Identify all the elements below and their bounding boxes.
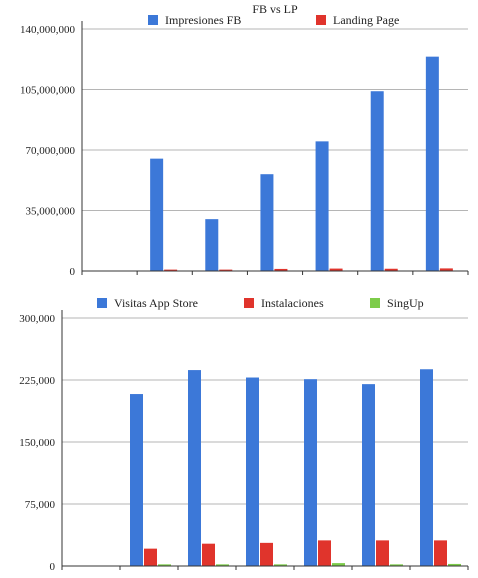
bar (202, 543, 215, 566)
axes (61, 310, 469, 570)
app-store-chart: Visitas App Store Instalaciones SingUp 0 75… (0, 286, 478, 578)
bar (329, 268, 343, 271)
bar (384, 268, 398, 271)
legend-swatch (97, 298, 107, 308)
y-tick-label: 75,000 (25, 499, 56, 511)
y-tick-label: 140,000,000 (20, 24, 76, 36)
bar (274, 268, 288, 271)
bar (376, 540, 389, 566)
app-store-chart-svg: Visitas App Store Instalaciones SingUp 0 75… (19, 296, 469, 573)
axes (81, 21, 469, 275)
legend-swatch (316, 15, 326, 25)
legend-swatch (148, 15, 158, 25)
legend-label: Visitas App Store (114, 296, 198, 310)
bar (164, 269, 178, 271)
bar (425, 56, 439, 272)
y-tick-label: 35,000,000 (26, 206, 76, 218)
bar (158, 564, 171, 566)
chart-legend: Visitas App Store Instalaciones SingUp (97, 296, 424, 310)
bar (434, 540, 447, 566)
bar (362, 384, 375, 566)
bars (130, 369, 461, 566)
bar (439, 268, 453, 271)
y-axis-ticks: 0 75,000 150,000 225,000 300,000 (19, 313, 55, 573)
legend-swatch (370, 298, 380, 308)
bars (150, 56, 453, 272)
bar (216, 564, 229, 566)
y-tick-label: 225,000 (19, 375, 55, 387)
bar (315, 141, 329, 271)
y-tick-label: 150,000 (19, 437, 55, 449)
y-tick-label: 105,000,000 (20, 85, 76, 97)
y-tick-label: 0 (70, 266, 76, 278)
bar (318, 540, 331, 566)
fb-vs-lp-chart-svg: FB vs LP Impresiones FB Landing Page 0 35,… (20, 2, 469, 278)
y-tick-label: 0 (50, 561, 56, 573)
bar (219, 269, 233, 271)
bar (144, 548, 157, 566)
fb-vs-lp-chart: FB vs LP Impresiones FB Landing Page 0 35,… (20, 2, 469, 278)
chart-legend: Impresiones FB Landing Page (148, 13, 399, 27)
grid-lines (62, 317, 468, 505)
bar (304, 379, 317, 566)
legend-label: Instalaciones (261, 296, 324, 310)
bar (420, 369, 433, 566)
y-axis-ticks: 0 35,000,000 70,000,000 105,000,000 140,000,… (20, 24, 76, 278)
bar (448, 563, 461, 566)
bar (390, 564, 403, 566)
bar (188, 370, 201, 566)
bar (150, 158, 164, 271)
y-tick-label: 300,000 (19, 313, 55, 325)
y-tick-label: 70,000,000 (26, 145, 76, 157)
legend-label: SingUp (387, 296, 424, 310)
legend-label: Impresiones FB (165, 13, 241, 27)
chart-title: FB vs LP (252, 2, 298, 16)
bar (205, 219, 219, 271)
legend-swatch (244, 298, 254, 308)
bar (260, 174, 274, 271)
bar (246, 377, 259, 566)
bar (260, 542, 273, 566)
bar (370, 91, 384, 271)
bar (130, 394, 143, 566)
grid-lines (82, 28, 468, 211)
bar (332, 563, 345, 566)
legend-label: Landing Page (333, 13, 399, 27)
bar (274, 564, 287, 566)
